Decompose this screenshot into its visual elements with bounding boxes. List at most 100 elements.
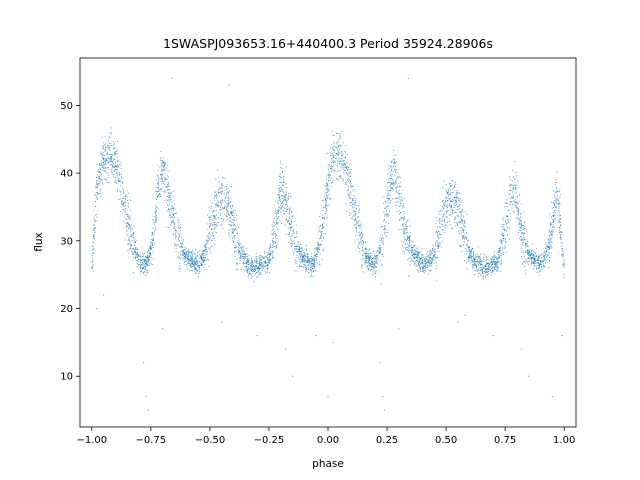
data-point [458, 233, 460, 235]
data-point [301, 247, 303, 249]
data-point [109, 164, 111, 167]
data-point [368, 260, 370, 262]
data-point [398, 193, 400, 195]
data-point [376, 250, 378, 252]
data-point [443, 231, 445, 233]
data-point [271, 230, 273, 232]
data-point [187, 255, 190, 257]
data-point [206, 235, 208, 238]
data-point [179, 268, 181, 270]
data-point [95, 187, 97, 189]
data-point [496, 257, 498, 259]
data-point [508, 194, 510, 196]
data-point [550, 221, 552, 224]
data-point [424, 263, 426, 265]
data-point [464, 226, 467, 228]
data-point [470, 260, 472, 262]
data-point [517, 223, 519, 225]
data-point [93, 225, 95, 227]
data-point [373, 264, 375, 266]
data-point [345, 203, 347, 205]
data-point [298, 252, 300, 254]
data-point [167, 186, 169, 188]
data-point [390, 162, 392, 164]
data-point [347, 173, 349, 175]
data-point [454, 216, 456, 218]
data-point [502, 233, 504, 235]
data-point [289, 208, 291, 211]
data-point [137, 261, 139, 263]
data-point [100, 163, 103, 165]
data-point [420, 258, 423, 260]
data-point [368, 255, 370, 257]
data-point [357, 245, 359, 247]
data-point [558, 201, 560, 204]
data-point [339, 136, 341, 138]
data-point [441, 219, 443, 221]
data-point [147, 258, 149, 261]
data-point [182, 249, 184, 251]
data-point [458, 221, 460, 223]
data-point [463, 228, 465, 231]
data-point [154, 224, 156, 226]
data-point [242, 263, 244, 265]
data-point [145, 262, 147, 264]
data-point [548, 252, 550, 254]
data-point [443, 214, 445, 216]
data-point [494, 258, 496, 260]
data-point [262, 257, 265, 259]
data-point [122, 188, 124, 190]
data-point [216, 195, 218, 197]
data-point [411, 252, 413, 254]
data-point [526, 245, 528, 247]
data-point [544, 262, 546, 264]
data-point [403, 215, 405, 217]
data-point [205, 250, 207, 253]
data-point [432, 247, 434, 249]
data-point [149, 241, 151, 243]
data-point [104, 158, 107, 160]
data-point [495, 266, 497, 268]
data-point [505, 221, 507, 223]
data-point [247, 267, 249, 269]
data-point [226, 216, 228, 218]
data-point [232, 222, 234, 224]
data-point [546, 249, 548, 251]
data-point [108, 158, 110, 160]
data-point [326, 197, 328, 199]
data-point [348, 185, 350, 188]
data-point [437, 231, 439, 233]
data-point [376, 270, 378, 272]
data-point [531, 249, 533, 251]
data-point [515, 206, 517, 208]
data-point [280, 206, 282, 208]
data-point [432, 258, 434, 260]
data-point [277, 212, 280, 214]
data-point [474, 257, 476, 259]
data-point [289, 223, 291, 226]
data-point [337, 154, 339, 156]
data-point [357, 216, 359, 219]
data-point [223, 193, 225, 195]
data-point [501, 243, 503, 245]
data-point [105, 149, 107, 151]
data-point [177, 225, 179, 228]
data-point [388, 223, 390, 225]
data-point [296, 231, 298, 233]
data-point [386, 182, 388, 184]
data-point [275, 237, 277, 239]
data-point [218, 180, 220, 182]
data-point [117, 176, 119, 178]
data-point [478, 256, 480, 258]
data-point [399, 177, 401, 179]
data-point [191, 254, 194, 256]
data-point [207, 259, 209, 261]
data-point [272, 232, 274, 234]
data-point [493, 258, 495, 261]
data-point [225, 194, 227, 196]
data-point [340, 175, 342, 177]
data-point [150, 245, 152, 247]
data-point [209, 248, 211, 250]
data-point [185, 260, 187, 262]
data-point [290, 230, 292, 232]
